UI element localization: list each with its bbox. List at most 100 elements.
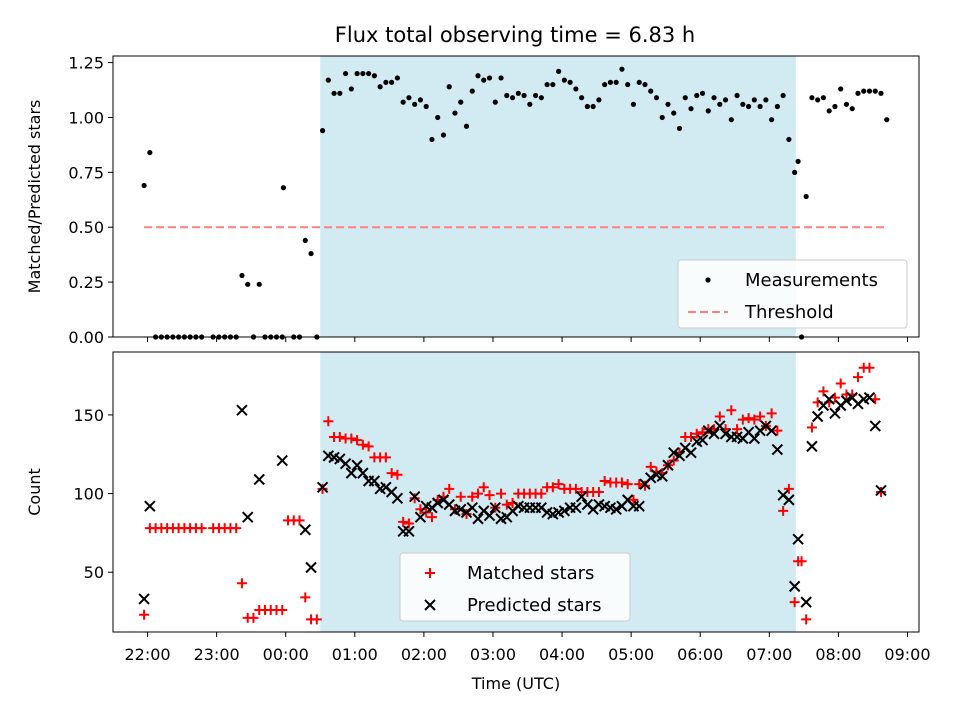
measurement-point	[463, 123, 470, 129]
measurement-point	[694, 92, 700, 99]
measurement-point	[400, 99, 406, 105]
measurement-point	[826, 108, 832, 114]
y-tick-label: 1.00	[68, 108, 104, 127]
predicted-star-point	[633, 500, 645, 512]
measurement-point	[515, 90, 521, 96]
predicted-star-point	[455, 503, 467, 516]
predicted-star-point	[472, 513, 484, 525]
measurement-point	[653, 95, 660, 101]
measurement-point	[544, 81, 550, 88]
measurement-point	[792, 169, 798, 175]
measurement-point	[475, 73, 481, 79]
measurement-point	[774, 103, 780, 110]
predicted-star-point	[708, 428, 720, 440]
matched-star-point	[323, 416, 334, 427]
legend: Matched stars Predicted stars	[399, 552, 631, 622]
measurement-point	[469, 88, 475, 94]
y-tick-label: 1.25	[68, 54, 104, 73]
measurement-point	[607, 79, 614, 85]
axes-frame	[112, 351, 920, 633]
predicted-star-point	[702, 424, 714, 437]
matched-star-point	[737, 414, 748, 425]
y-axis-label: Count	[25, 468, 44, 516]
measurement-point	[389, 79, 395, 85]
matched-star-point	[277, 604, 288, 615]
matched-star-point	[231, 523, 242, 534]
matched-star-point	[311, 614, 322, 625]
measurement-point	[360, 70, 366, 77]
matched-star-point	[796, 556, 807, 567]
figure-title: Flux total observing time = 6.83 h	[335, 23, 695, 47]
matched-star-point	[449, 504, 460, 515]
predicted-star-point	[811, 410, 824, 423]
measurement-point	[688, 106, 694, 112]
predicted-star-point	[673, 450, 686, 462]
matched-star-point	[686, 431, 697, 442]
predicted-star-point	[357, 467, 369, 479]
predicted-star-point	[714, 420, 726, 432]
measurement-point	[354, 70, 360, 77]
matched-star-point	[732, 424, 743, 435]
measurement-point	[757, 103, 763, 110]
matched-star-point	[501, 499, 512, 510]
matched-star-point	[484, 490, 495, 501]
matched-star-point	[409, 493, 420, 504]
measurement-point	[245, 281, 251, 287]
measurement-point	[769, 117, 775, 123]
predicted-star-point	[236, 404, 248, 416]
matched-star-point	[766, 408, 777, 419]
measurement-point	[625, 81, 631, 88]
predicted-star-point	[765, 424, 778, 437]
predicted-star-point	[829, 407, 841, 420]
axes-frame	[112, 55, 920, 338]
measurement-point	[573, 86, 579, 92]
measurement-point	[521, 92, 527, 99]
matched-star-point	[444, 483, 455, 494]
legend-label: Matched stars	[467, 563, 594, 584]
measurement-point	[394, 75, 401, 81]
predicted-star-point	[408, 491, 421, 503]
measurement-point	[527, 101, 533, 107]
measurement-point	[872, 88, 878, 94]
measurement-point	[838, 86, 844, 92]
y-tick-label: 0.25	[68, 273, 104, 292]
predicted-star-point	[719, 428, 732, 440]
matched-star-point	[392, 469, 403, 480]
matched-star-point	[403, 518, 414, 529]
y-tick-label: 0.50	[68, 218, 104, 237]
measurement-point	[446, 84, 452, 90]
predicted-star-point	[305, 561, 317, 574]
predicted-star-point	[771, 443, 784, 456]
measurement-point	[699, 90, 706, 96]
matched-star-point	[852, 372, 863, 383]
predicted-star-point	[662, 459, 674, 471]
matched-star-point	[778, 505, 789, 516]
x-tick-label: 00:00	[263, 645, 309, 664]
matched-star-point	[398, 516, 409, 527]
matched-star-point	[363, 441, 374, 452]
matched-star-point	[772, 425, 783, 436]
x-tick-label: 06:00	[677, 645, 723, 664]
legend: Measurements Threshold	[677, 259, 908, 329]
predicted-star-point	[863, 391, 876, 404]
matched-star-point	[864, 362, 875, 373]
predicted-star-point	[575, 491, 588, 503]
measurement-point	[147, 149, 153, 156]
y-tick-label: 0.00	[68, 328, 104, 347]
matched-star-point	[806, 422, 817, 433]
y-axis-label: Matched/Predicted stars	[25, 100, 44, 294]
measurement-point	[342, 70, 349, 77]
predicted-star-point	[645, 472, 657, 484]
measurement-point	[423, 103, 429, 110]
y-tick-label: 50	[84, 563, 104, 582]
measurement-point	[734, 92, 740, 99]
predicted-star-point	[339, 457, 352, 470]
predicted-star-point	[391, 492, 404, 504]
measurement-point	[665, 101, 671, 107]
measurement-point	[590, 103, 596, 110]
measurement-point	[636, 79, 642, 85]
measurement-point	[861, 88, 867, 94]
predicted-star-point	[783, 494, 795, 506]
x-tick-label: 23:00	[194, 645, 240, 664]
